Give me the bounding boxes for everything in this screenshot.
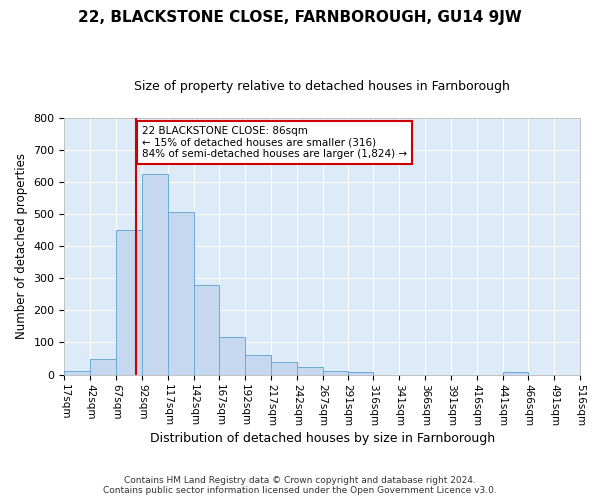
Bar xyxy=(323,372,347,374)
Bar xyxy=(220,336,245,374)
Bar xyxy=(116,230,142,374)
Bar xyxy=(90,358,116,374)
Bar xyxy=(347,372,373,374)
Text: Contains HM Land Registry data © Crown copyright and database right 2024.
Contai: Contains HM Land Registry data © Crown c… xyxy=(103,476,497,495)
Bar xyxy=(245,356,271,374)
Text: 22, BLACKSTONE CLOSE, FARNBOROUGH, GU14 9JW: 22, BLACKSTONE CLOSE, FARNBOROUGH, GU14 … xyxy=(78,10,522,25)
Y-axis label: Number of detached properties: Number of detached properties xyxy=(15,153,28,339)
Title: Size of property relative to detached houses in Farnborough: Size of property relative to detached ho… xyxy=(134,80,510,93)
Bar xyxy=(64,372,90,374)
X-axis label: Distribution of detached houses by size in Farnborough: Distribution of detached houses by size … xyxy=(149,432,495,445)
Text: 22 BLACKSTONE CLOSE: 86sqm
← 15% of detached houses are smaller (316)
84% of sem: 22 BLACKSTONE CLOSE: 86sqm ← 15% of deta… xyxy=(142,126,407,159)
Bar xyxy=(168,212,194,374)
Bar xyxy=(142,174,168,374)
Bar xyxy=(503,372,529,374)
Bar xyxy=(297,366,323,374)
Bar xyxy=(271,362,297,374)
Bar xyxy=(194,284,220,374)
